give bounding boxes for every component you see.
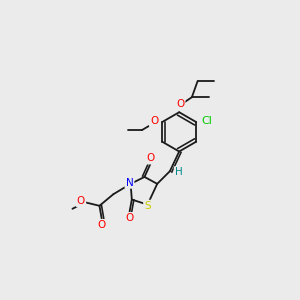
Text: N: N	[126, 178, 134, 188]
Text: O: O	[125, 213, 134, 223]
Text: O: O	[98, 220, 106, 230]
Text: O: O	[77, 196, 85, 206]
Text: H: H	[175, 167, 183, 177]
Text: O: O	[146, 153, 154, 164]
Text: S: S	[144, 201, 151, 211]
Text: O: O	[176, 99, 184, 109]
Text: O: O	[150, 116, 158, 126]
Text: Cl: Cl	[201, 116, 212, 126]
